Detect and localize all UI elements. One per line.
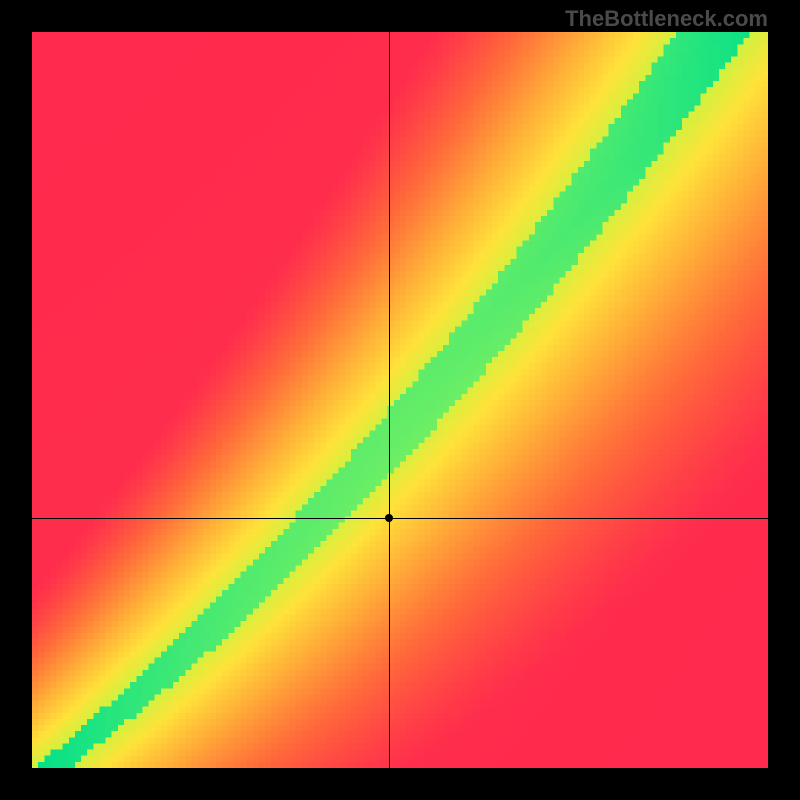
chart-container: TheBottleneck.com: [0, 0, 800, 800]
crosshair-horizontal-line: [32, 518, 768, 519]
crosshair-marker: [385, 514, 393, 522]
crosshair-vertical-line: [389, 32, 390, 768]
bottleneck-heatmap: [32, 32, 768, 768]
watermark-text: TheBottleneck.com: [565, 6, 768, 32]
